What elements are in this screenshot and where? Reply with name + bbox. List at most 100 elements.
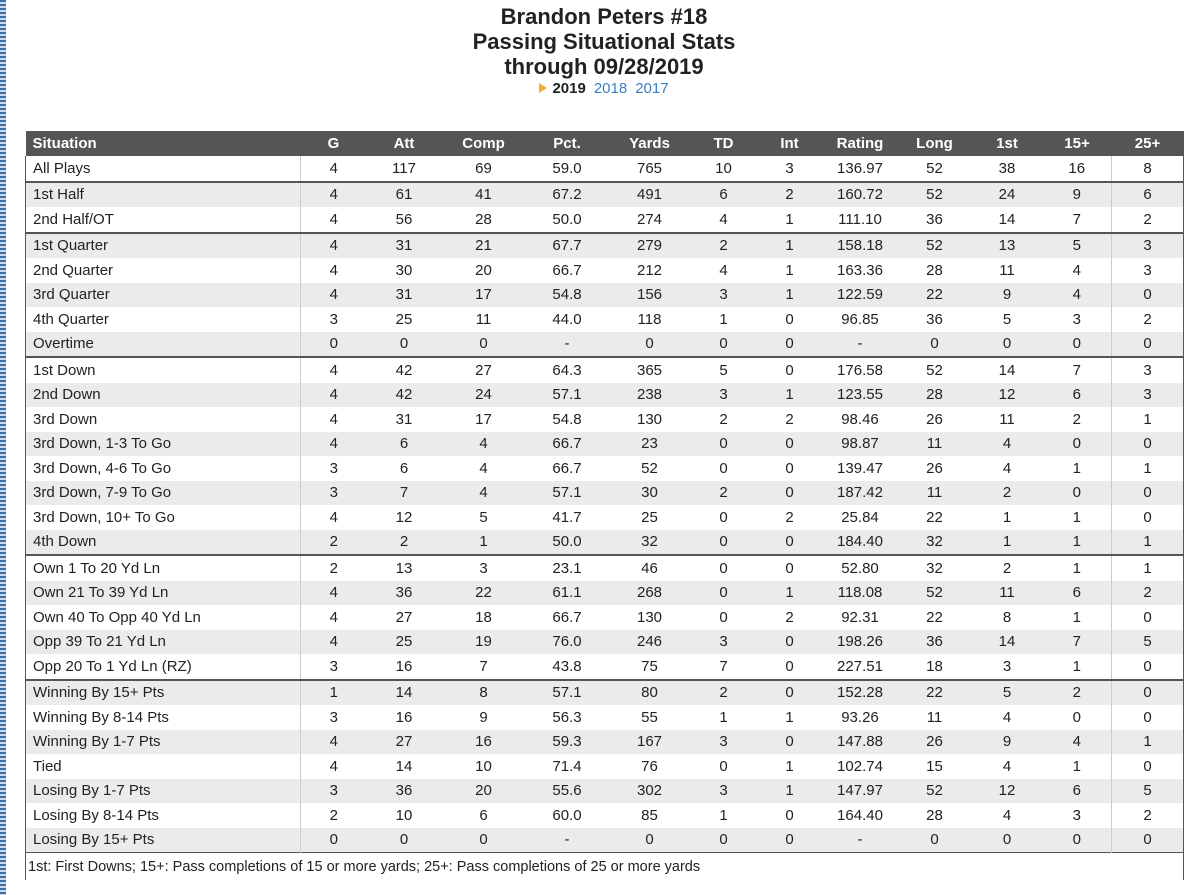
situation-cell: Losing By 15+ Pts [25,827,301,853]
stat-cell: 1 [971,529,1043,555]
stat-cell: 0 [1111,705,1184,730]
stat-cell: 6 [1042,382,1112,407]
stat-cell: 2 [1111,307,1184,332]
date-line: through 09/28/2019 [504,54,704,79]
season-link[interactable]: 2018 [593,80,628,97]
stat-cell: 32 [897,554,972,581]
column-header: TD [690,131,757,156]
situation-cell: Opp 20 To 1 Yd Ln (RZ) [25,654,301,680]
stat-cell: 4 [300,356,367,383]
stat-cell: 0 [300,827,367,853]
stat-cell: 0 [441,827,526,853]
stat-cell: 3 [690,629,757,654]
player-title: Brandon Peters #18 [500,4,708,29]
stat-cell: 26 [926,410,943,428]
stat-cell: 16 [441,729,526,754]
stat-cell: 22 [441,580,526,605]
situation-cell: Winning By 15+ Pts [25,678,301,705]
stat-cell: 1 [1072,508,1081,526]
stat-cell: - [525,827,609,853]
column-header: Att [366,131,442,156]
stat-cell: 1 [756,282,823,307]
stat-cell: 212 [636,261,663,279]
stat-cell: 69 [475,159,492,177]
stat-cell: 302 [608,778,691,803]
column-header: 25+ [1111,131,1184,156]
stat-cell: 11 [999,410,1015,428]
stat-cell: 19 [441,629,526,654]
stat-cell: 7 [1072,210,1081,228]
stat-cell: 184.40 [822,529,898,555]
stat-cell: 2 [785,410,794,428]
stat-cell: 0 [1111,827,1184,853]
stat-cell: 5 [479,508,488,526]
situation-cell: Losing By 1-7 Pts [25,778,301,803]
stat-cell: 0 [897,827,972,853]
stat-cell: 0 [1111,654,1184,680]
stat-cell: 0 [690,431,757,456]
stat-cell: 22 [926,608,943,626]
stat-cell: 61 [366,180,442,207]
stat-cell: 92.31 [841,608,879,626]
stat-cell: 6 [690,180,757,207]
stat-cell: 12 [395,508,413,526]
stat-cell: 1 [1072,757,1081,775]
stat-cell: 5 [1042,231,1112,258]
stat-cell: 0 [690,580,757,605]
table-row: 2nd Down 4 42 24 57.1 238 3 1 123.55 28 12 6 3 [25,382,1184,407]
stat-cell: 9 [971,282,1043,307]
stat-cell: 227.51 [837,657,883,675]
stat-cell: 9 [1042,180,1112,207]
stat-cell: 0 [1111,505,1184,530]
stat-cell: 0 [1111,331,1184,357]
stat-cell: 13 [971,231,1043,258]
stat-cell: 14 [971,629,1043,654]
stat-cell: 8 [441,678,526,705]
situation-cell: 1st Quarter [25,231,301,258]
stat-cell: 4 [300,382,367,407]
stat-cell: 3 [1072,310,1081,328]
column-header: Rating [822,131,898,156]
table-row: 3rd Quarter 4 31 17 54.8 156 3 1 122.59 22 9 4 0 [25,282,1184,307]
stat-cell: 0 [690,827,757,853]
stat-cell: 123.55 [822,382,898,407]
stat-cell: 1 [1111,529,1184,555]
stat-cell: 130 [636,608,663,626]
stat-cell: 365 [608,356,691,383]
stat-cell: 158.18 [822,231,898,258]
stat-cell: 2 [971,480,1043,505]
season-link[interactable]: 2017 [635,80,669,97]
stat-cell: 66.7 [552,261,582,279]
stat-cell: 156 [608,282,691,307]
stat-cell: 4 [719,210,728,228]
stat-cell: 152.28 [822,678,898,705]
stat-cell: 0 [608,827,691,853]
stat-cell: 2 [300,529,367,555]
stat-cell: 14 [366,678,442,705]
stat-cell: 6 [479,806,488,824]
stat-cell: 15 [926,757,943,775]
stat-cell: 2 [690,480,757,505]
stat-cell: 4 [329,508,338,526]
stat-cell: 0 [756,356,823,383]
stat-cell: 0 [690,554,757,581]
stat-cell: 4 [300,231,367,258]
stat-cell: 5 [971,678,1043,705]
table-row: 1st Half 4 61 41 67.2 491 6 2 160.72 52 24 9 6 [25,180,1184,207]
stat-cell: 66.7 [552,459,582,477]
stat-cell: 66.7 [552,608,582,626]
stat-cell: 6 [366,431,442,456]
stat-cell: 17 [475,410,492,428]
stat-cell: 0 [756,827,823,853]
situation-cell: Winning By 1-7 Pts [25,729,301,754]
stat-cell: 4 [300,180,367,207]
stat-cell: 42 [366,382,442,407]
stat-cell: 1 [1111,407,1184,432]
stat-cell: 54.8 [525,282,609,307]
stat-cell: 13 [366,554,442,581]
stat-cell: 42 [366,356,442,383]
stat-cell: 6 [1042,580,1112,605]
stat-cell: 27 [441,356,526,383]
stat-cell: 1 [1042,529,1112,555]
stat-cell: 0 [756,480,823,505]
